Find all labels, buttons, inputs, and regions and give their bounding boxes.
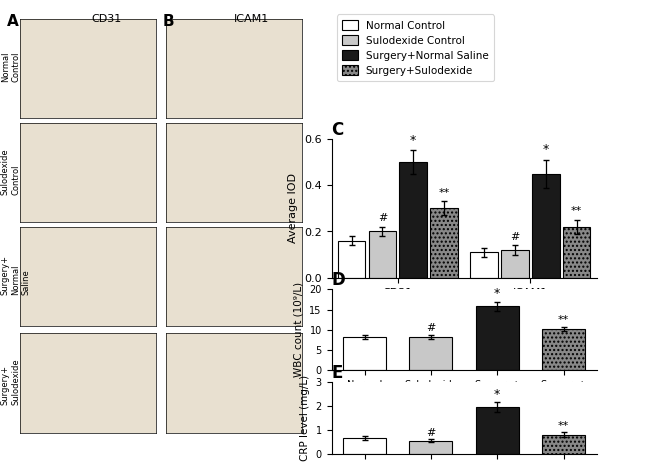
Bar: [542, 435, 585, 454]
Text: **: **: [558, 421, 569, 431]
Text: #: #: [510, 232, 520, 242]
Text: E: E: [332, 364, 343, 382]
Bar: [563, 227, 590, 278]
Text: ICAM1: ICAM1: [234, 14, 269, 24]
Y-axis label: WBC count (10⁹/L): WBC count (10⁹/L): [294, 282, 304, 377]
Text: *: *: [410, 134, 416, 147]
Text: Sulodexide
Control: Sulodexide Control: [1, 148, 20, 194]
Bar: [542, 329, 585, 370]
Legend: Normal Control, Sulodexide Control, Surgery+Normal Saline, Surgery+Sulodexide: Normal Control, Sulodexide Control, Surg…: [337, 14, 494, 81]
Y-axis label: Average IOD: Average IOD: [289, 173, 298, 244]
Bar: [343, 337, 386, 370]
Bar: [501, 250, 529, 278]
Bar: [476, 407, 519, 454]
Y-axis label: CRP level (mg/L): CRP level (mg/L): [300, 375, 310, 461]
Text: **: **: [438, 188, 450, 198]
Text: A: A: [6, 14, 18, 29]
Bar: [369, 232, 396, 278]
Text: CD31: CD31: [91, 14, 122, 24]
Text: B: B: [162, 14, 174, 29]
Text: #: #: [426, 323, 436, 333]
Bar: [343, 438, 386, 454]
Text: C: C: [332, 121, 344, 139]
Text: **: **: [571, 206, 582, 216]
Text: *: *: [543, 143, 549, 156]
Text: Surgery+
Normal
Saline: Surgery+ Normal Saline: [1, 256, 31, 295]
Bar: [532, 174, 560, 278]
Bar: [410, 441, 452, 454]
Text: #: #: [378, 213, 387, 224]
Bar: [410, 337, 452, 370]
Bar: [476, 307, 519, 370]
Text: D: D: [332, 271, 345, 289]
Bar: [471, 252, 498, 278]
Text: *: *: [494, 388, 500, 401]
Text: *: *: [494, 287, 500, 300]
Bar: [430, 208, 458, 278]
Bar: [338, 241, 365, 278]
Text: #: #: [426, 428, 436, 438]
Text: Surgery+
Sulodexide: Surgery+ Sulodexide: [1, 359, 20, 405]
Bar: [399, 162, 427, 278]
Text: Normal
Control: Normal Control: [1, 52, 20, 82]
Text: **: **: [558, 315, 569, 325]
